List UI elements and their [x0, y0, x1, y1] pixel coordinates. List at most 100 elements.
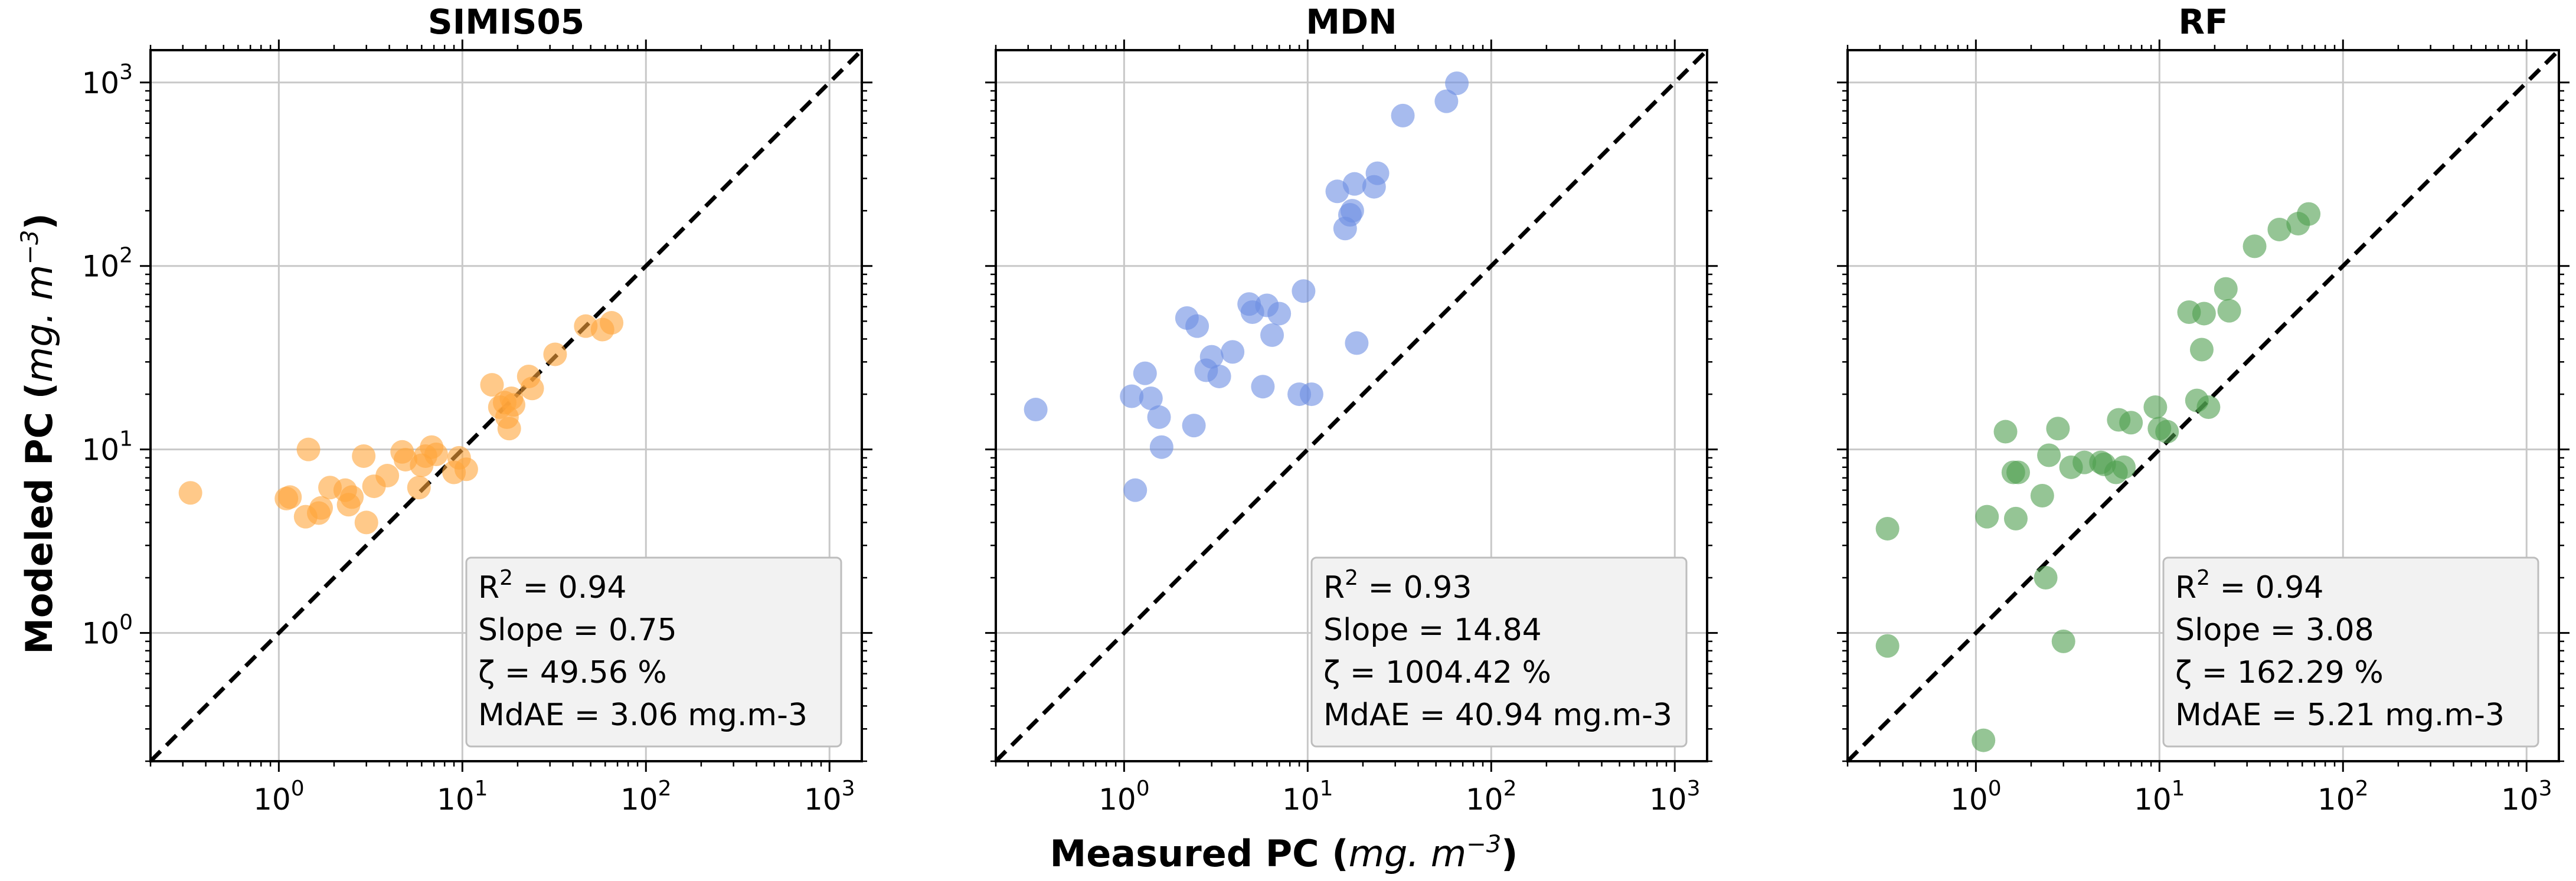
x-tick-label: 101 — [437, 777, 488, 817]
data-point — [1147, 405, 1171, 429]
data-point — [1875, 634, 1900, 658]
stat-slope: Slope = 3.08 — [2175, 613, 2374, 648]
data-point — [1434, 89, 1459, 113]
data-point — [2217, 299, 2241, 323]
data-point — [278, 485, 302, 509]
data-point — [2003, 506, 2028, 530]
one-to-one-line — [994, 48, 1709, 763]
panel-title: RF — [2178, 2, 2228, 42]
data-point — [1199, 345, 1224, 369]
data-point — [296, 437, 321, 461]
data-point — [1340, 199, 1364, 223]
panel-title: SIMIS05 — [428, 2, 584, 42]
data-point — [407, 476, 431, 500]
data-point — [424, 443, 448, 467]
data-point — [2006, 460, 2031, 484]
stat-mdae: MdAE = 5.21 mg.m-3 — [2175, 697, 2505, 733]
data-point — [1139, 387, 1163, 411]
stats-box: R2 = 0.94 Slope = 3.08 ζ = 162.29 % MdAE = … — [2162, 556, 2539, 748]
data-point — [543, 342, 567, 366]
y-tick-label: 103 — [81, 60, 133, 100]
data-point — [2242, 234, 2267, 258]
y-tick-label: 100 — [81, 611, 133, 651]
data-point — [2112, 455, 2136, 479]
x-tick-label: 100 — [1099, 777, 1150, 817]
stat-r2: R2 = 0.94 — [2175, 566, 2323, 605]
data-point — [375, 464, 400, 488]
data-point — [2192, 302, 2216, 326]
x-tick-label: 102 — [620, 777, 672, 817]
data-point — [480, 373, 504, 397]
x-tick-label: 100 — [253, 777, 305, 817]
data-point — [1123, 478, 1148, 502]
y-tick-label: 102 — [81, 244, 133, 284]
x-tick-label: 101 — [1282, 777, 1333, 817]
data-point — [1299, 382, 1323, 407]
panel-mdn: MDN 100 101 102 103 R2 = 0.93 Slope = 14.84 ζ =… — [985, 2, 1718, 817]
data-point — [178, 481, 202, 505]
stat-r2: R2 = 0.93 — [1323, 566, 1472, 605]
panel-title: MDN — [1306, 2, 1397, 42]
stat-mdae: MdAE = 3.06 mg.m-3 — [478, 697, 808, 733]
data-point — [340, 485, 364, 509]
x-tick-label: 101 — [2134, 777, 2185, 817]
data-point — [1120, 384, 1144, 408]
data-point — [520, 376, 544, 401]
stat-mdae: MdAE = 40.94 mg.m-3 — [1323, 697, 1672, 733]
data-point — [1267, 302, 1292, 326]
data-point — [501, 393, 525, 417]
x-axis-label: Measured PC (mg. m−3) — [1050, 831, 1518, 875]
x-tick-label: 102 — [1466, 777, 1517, 817]
data-point — [1133, 361, 1157, 385]
data-point — [2297, 202, 2321, 226]
stat-slope: Slope = 14.84 — [1323, 613, 1542, 648]
plot-frame — [1846, 49, 2560, 762]
data-point — [354, 510, 378, 535]
plot-frame — [149, 49, 863, 762]
data-point — [1445, 71, 1469, 96]
stats-box-bg — [1310, 556, 1688, 748]
data-point — [2119, 411, 2143, 435]
data-point — [2034, 566, 2058, 590]
data-point — [1024, 398, 1048, 422]
x-tick-label: 103 — [1649, 777, 1701, 817]
data-point — [1260, 323, 1284, 347]
data-point — [2051, 629, 2075, 653]
data-point — [1342, 172, 1367, 196]
stats-box: R2 = 0.93 Slope = 14.84 ζ = 1004.42 % MdAE … — [1310, 556, 1688, 748]
data-point — [1221, 340, 1245, 364]
data-point — [600, 311, 624, 335]
data-point — [1251, 375, 1275, 399]
data-point — [1975, 505, 1999, 529]
stat-zeta: ζ = 1004.42 % — [1323, 655, 1551, 690]
data-point — [1875, 516, 1900, 541]
data-point — [1207, 364, 1231, 388]
stat-r2: R2 = 0.94 — [478, 566, 626, 605]
data-point — [2267, 217, 2291, 241]
data-point — [352, 444, 376, 468]
panel-simis05: SIMIS05 100 100 101 101 102 102 103 103 R2 = 0.94… — [81, 2, 872, 817]
panel-rf: RF 100 101 102 103 R2 = 0.94 Slope = 3.08 ζ = 1… — [1837, 2, 2570, 817]
plot-frame — [995, 49, 1708, 762]
y-tick-label: 101 — [81, 427, 133, 467]
data-point — [2143, 395, 2168, 420]
data-point — [1345, 331, 1369, 355]
data-point — [1292, 279, 1316, 303]
stats-box-bg — [2162, 556, 2539, 748]
x-tick-label: 102 — [2317, 777, 2369, 817]
data-point — [497, 417, 521, 441]
y-axis-label: Modeled PC (mg. m−3) — [17, 213, 61, 654]
stats-box: R2 = 0.94 Slope = 0.75 ζ = 49.56 % MdAE = 3… — [465, 556, 842, 748]
x-tick-label: 103 — [804, 777, 855, 817]
data-point — [1972, 728, 1996, 752]
data-point — [309, 496, 334, 520]
x-tick-label: 100 — [1950, 777, 2002, 817]
data-point — [2072, 450, 2097, 474]
data-point — [454, 457, 478, 482]
x-tick-label: 103 — [2501, 777, 2552, 817]
data-point — [1391, 103, 1415, 127]
stat-zeta: ζ = 49.56 % — [478, 655, 667, 690]
data-point — [2196, 395, 2221, 420]
data-point — [1365, 161, 1390, 185]
